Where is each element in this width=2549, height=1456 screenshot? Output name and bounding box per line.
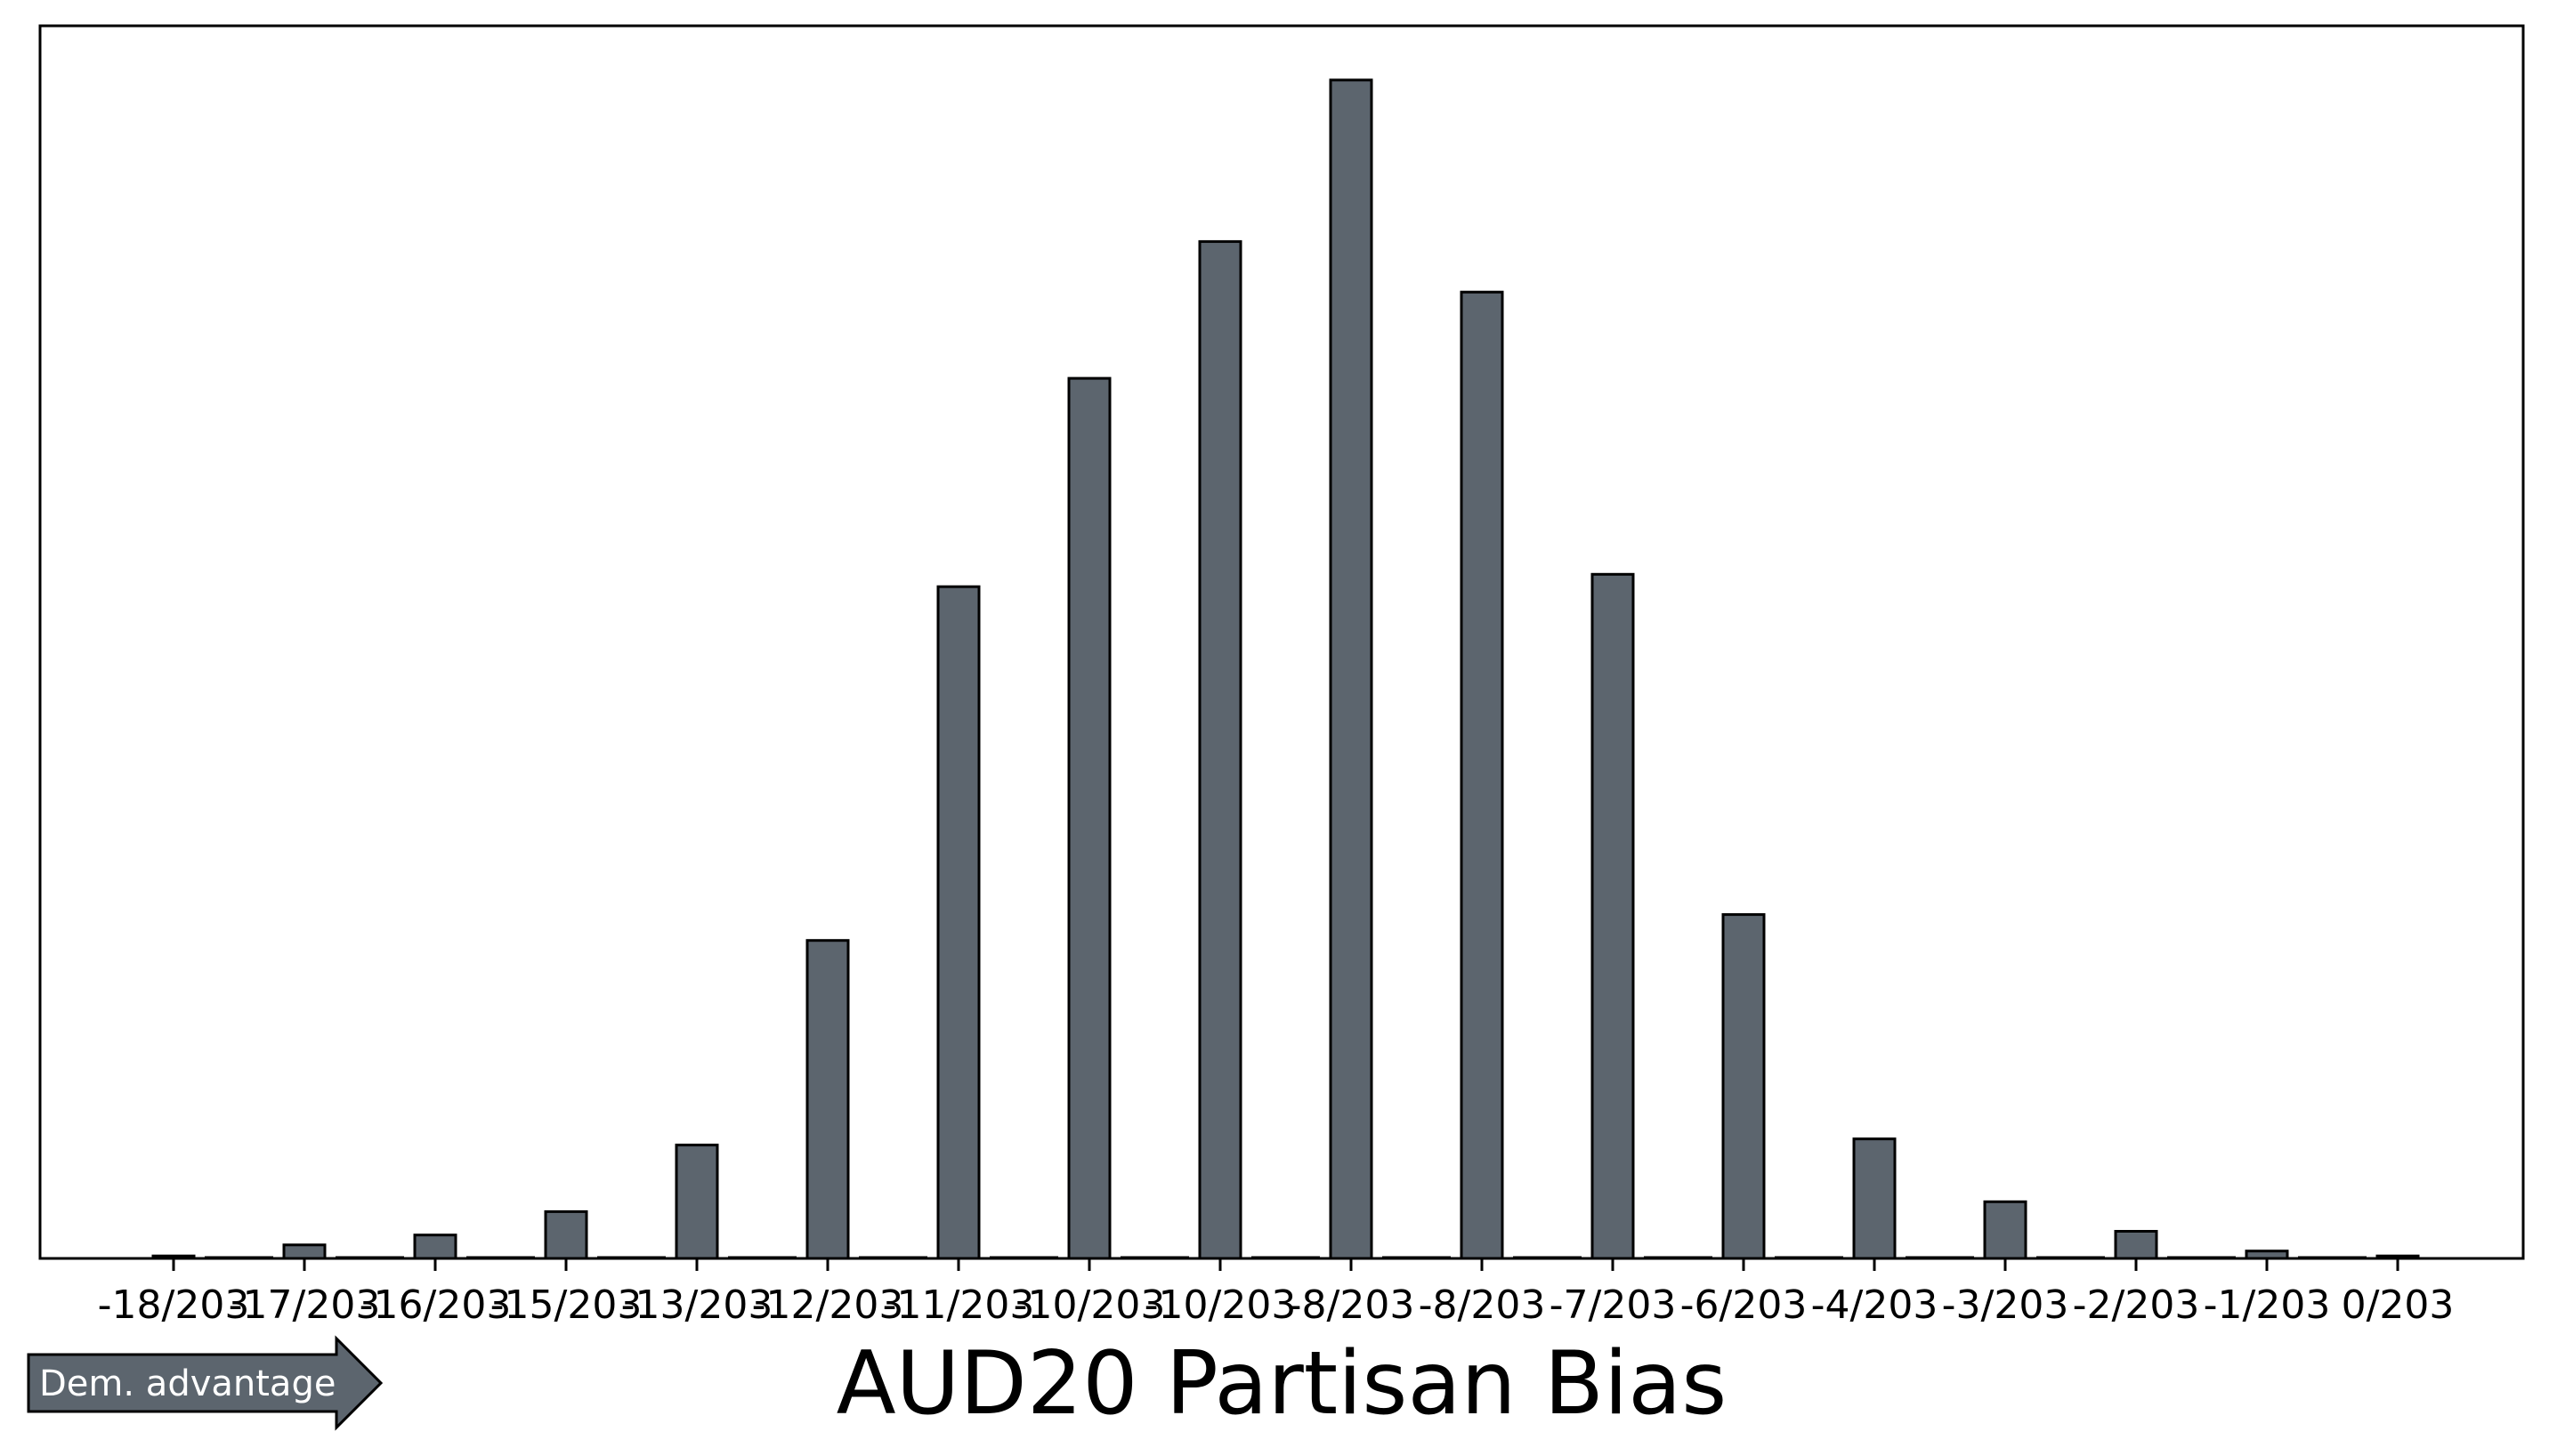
bar: [2245, 1250, 2289, 1260]
bar: [544, 1209, 588, 1260]
bars-group: [151, 78, 2420, 1260]
bar: [1983, 1200, 2027, 1260]
bar: [151, 1254, 196, 1260]
bar: [2114, 1230, 2158, 1260]
chart-title: AUD20 Partisan Bias: [837, 1333, 1728, 1435]
bar: [413, 1234, 457, 1260]
x-tick-label: -15/203: [490, 1282, 643, 1328]
bar: [282, 1243, 327, 1260]
x-tick-label: -16/203: [360, 1282, 512, 1328]
x-tick-label: -13/203: [621, 1282, 773, 1328]
bar: [1329, 78, 1373, 1260]
bar: [1067, 376, 1112, 1260]
bar: [675, 1144, 719, 1260]
x-tick-label: -10/203: [1014, 1282, 1166, 1328]
bar: [1721, 913, 1766, 1260]
x-tick-label: -2/203: [2073, 1282, 2200, 1328]
bar: [805, 939, 850, 1260]
x-ticks-group: -18/203-17/203-16/203-15/203-13/203-12/2…: [98, 1258, 2455, 1328]
x-tick-label: -12/203: [752, 1282, 904, 1328]
x-tick-label: -4/203: [1811, 1282, 1938, 1328]
dem-advantage-label: Dem. advantage: [39, 1363, 336, 1404]
x-tick-label: -17/203: [229, 1282, 381, 1328]
x-tick-label: -10/203: [1145, 1282, 1297, 1328]
bar: [1460, 290, 1504, 1260]
x-tick-label: -18/203: [98, 1282, 250, 1328]
x-tick-label: -8/203: [1419, 1282, 1546, 1328]
bar: [2375, 1254, 2420, 1260]
x-tick-label: -1/203: [2204, 1282, 2331, 1328]
x-tick-label: 0/203: [2342, 1282, 2455, 1328]
bar: [1852, 1137, 1897, 1260]
x-tick-label: -6/203: [1680, 1282, 1808, 1328]
x-tick-label: -8/203: [1288, 1282, 1415, 1328]
dem-advantage-arrow: Dem. advantage: [27, 1335, 384, 1431]
bar: [1590, 572, 1635, 1260]
x-tick-label: -3/203: [1942, 1282, 2069, 1328]
arrow-icon: [27, 1335, 384, 1431]
plot-frame: [38, 24, 2525, 1260]
bar: [936, 585, 981, 1260]
x-tick-label: -7/203: [1550, 1282, 1677, 1328]
x-tick-label: -11/203: [883, 1282, 1035, 1328]
bar: [1198, 239, 1242, 1260]
